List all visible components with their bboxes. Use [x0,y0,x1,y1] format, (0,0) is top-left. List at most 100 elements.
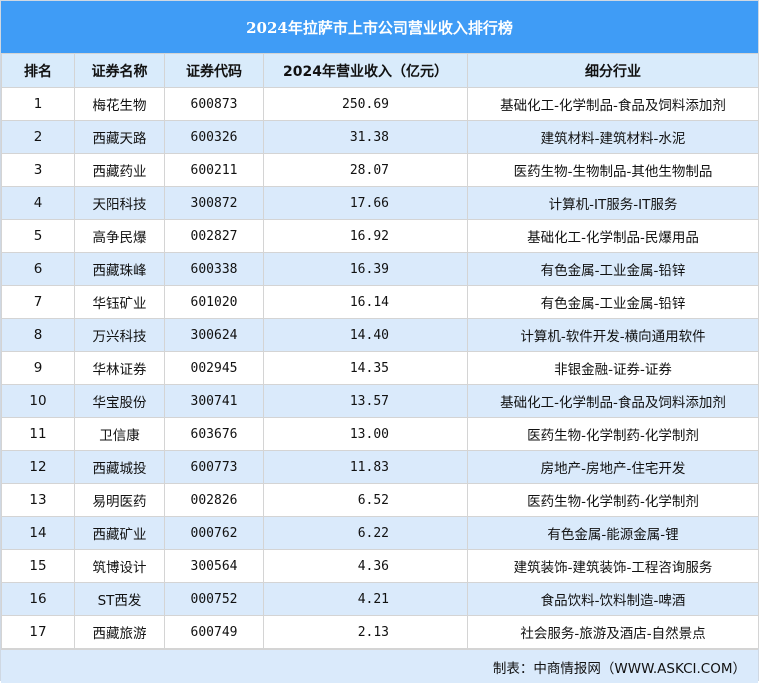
cell-name: 万兴科技 [74,318,165,352]
cell-name: 华宝股份 [74,384,165,418]
cell-rank: 1 [1,87,75,121]
cell-industry: 基础化工-化学制品-民爆用品 [467,219,759,253]
cell-revenue: 16.39 [263,252,468,286]
cell-rank: 9 [1,351,75,385]
cell-code: 000762 [164,516,264,550]
cell-rank: 5 [1,219,75,253]
header-code: 证券代码 [164,53,264,88]
cell-revenue: 13.00 [263,417,468,451]
cell-industry: 非银金融-证券-证券 [467,351,759,385]
cell-code: 002945 [164,351,264,385]
cell-industry: 计算机-IT服务-IT服务 [467,186,759,220]
cell-revenue: 11.83 [263,450,468,484]
cell-code: 002826 [164,483,264,517]
table-row: 2 西藏天路 600326 31.38 建筑材料-建筑材料-水泥 [1,120,759,154]
cell-rank: 11 [1,417,75,451]
cell-name: 卫信康 [74,417,165,451]
source-footer: 制表：中商情报网（WWW.ASKCI.COM） [1,649,758,683]
cell-rank: 10 [1,384,75,418]
cell-rank: 7 [1,285,75,319]
cell-rank: 14 [1,516,75,550]
table-row: 6 西藏珠峰 600338 16.39 有色金属-工业金属-铅锌 [1,252,759,286]
cell-code: 603676 [164,417,264,451]
cell-industry: 计算机-软件开发-横向通用软件 [467,318,759,352]
cell-revenue: 4.21 [263,582,468,616]
cell-rank: 2 [1,120,75,154]
header-industry: 细分行业 [467,53,759,88]
cell-industry: 房地产-房地产-住宅开发 [467,450,759,484]
table-row: 13 易明医药 002826 6.52 医药生物-化学制药-化学制剂 [1,483,759,517]
cell-code: 300872 [164,186,264,220]
cell-name: 西藏天路 [74,120,165,154]
cell-industry: 基础化工-化学制品-食品及饲料添加剂 [467,384,759,418]
cell-name: 高争民爆 [74,219,165,253]
cell-industry: 有色金属-能源金属-锂 [467,516,759,550]
cell-code: 600211 [164,153,264,187]
cell-code: 600749 [164,615,264,649]
cell-name: ST西发 [74,582,165,616]
cell-industry: 有色金属-工业金属-铅锌 [467,252,759,286]
cell-name: 西藏旅游 [74,615,165,649]
cell-code: 600873 [164,87,264,121]
cell-name: 梅花生物 [74,87,165,121]
cell-code: 601020 [164,285,264,319]
cell-industry: 医药生物-生物制品-其他生物制品 [467,153,759,187]
cell-name: 西藏药业 [74,153,165,187]
ranking-table: 排名 证券名称 证券代码 2024年营业收入（亿元） 细分行业 1 梅花生物 600… [1,53,759,649]
cell-revenue: 17.66 [263,186,468,220]
cell-name: 易明医药 [74,483,165,517]
table-row: 1 梅花生物 600873 250.69 基础化工-化学制品-食品及饲料添加剂 [1,87,759,121]
cell-code: 600773 [164,450,264,484]
cell-revenue: 4.36 [263,549,468,583]
cell-rank: 15 [1,549,75,583]
cell-name: 华钰矿业 [74,285,165,319]
cell-revenue: 2.13 [263,615,468,649]
cell-rank: 16 [1,582,75,616]
cell-code: 300741 [164,384,264,418]
cell-code: 002827 [164,219,264,253]
cell-name: 天阳科技 [74,186,165,220]
header-row: 排名 证券名称 证券代码 2024年营业收入（亿元） 细分行业 [1,53,759,88]
cell-industry: 医药生物-化学制药-化学制剂 [467,483,759,517]
cell-code: 600326 [164,120,264,154]
cell-industry: 建筑装饰-建筑装饰-工程咨询服务 [467,549,759,583]
cell-industry: 医药生物-化学制药-化学制剂 [467,417,759,451]
header-rank: 排名 [1,53,75,88]
cell-rank: 4 [1,186,75,220]
cell-name: 西藏城投 [74,450,165,484]
cell-industry: 社会服务-旅游及酒店-自然景点 [467,615,759,649]
cell-rank: 6 [1,252,75,286]
cell-revenue: 13.57 [263,384,468,418]
cell-revenue: 14.40 [263,318,468,352]
cell-code: 600338 [164,252,264,286]
cell-code: 300624 [164,318,264,352]
cell-industry: 食品饮料-饮料制造-啤酒 [467,582,759,616]
table-row: 7 华钰矿业 601020 16.14 有色金属-工业金属-铅锌 [1,285,759,319]
table-row: 5 高争民爆 002827 16.92 基础化工-化学制品-民爆用品 [1,219,759,253]
cell-rank: 3 [1,153,75,187]
table-row: 11 卫信康 603676 13.00 医药生物-化学制药-化学制剂 [1,417,759,451]
cell-revenue: 28.07 [263,153,468,187]
table-title: 2024年拉萨市上市公司营业收入排行榜 [1,1,758,53]
cell-revenue: 16.92 [263,219,468,253]
cell-revenue: 250.69 [263,87,468,121]
table-row: 3 西藏药业 600211 28.07 医药生物-生物制品-其他生物制品 [1,153,759,187]
cell-name: 华林证券 [74,351,165,385]
cell-name: 西藏矿业 [74,516,165,550]
cell-revenue: 6.22 [263,516,468,550]
table-row: 14 西藏矿业 000762 6.22 有色金属-能源金属-锂 [1,516,759,550]
cell-rank: 8 [1,318,75,352]
cell-industry: 基础化工-化学制品-食品及饲料添加剂 [467,87,759,121]
table-row: 10 华宝股份 300741 13.57 基础化工-化学制品-食品及饲料添加剂 [1,384,759,418]
table-row: 8 万兴科技 300624 14.40 计算机-软件开发-横向通用软件 [1,318,759,352]
cell-industry: 建筑材料-建筑材料-水泥 [467,120,759,154]
cell-name: 西藏珠峰 [74,252,165,286]
table-row: 4 天阳科技 300872 17.66 计算机-IT服务-IT服务 [1,186,759,220]
cell-rank: 12 [1,450,75,484]
cell-rank: 17 [1,615,75,649]
table-row: 15 筑博设计 300564 4.36 建筑装饰-建筑装饰-工程咨询服务 [1,549,759,583]
cell-revenue: 6.52 [263,483,468,517]
cell-revenue: 16.14 [263,285,468,319]
cell-industry: 有色金属-工业金属-铅锌 [467,285,759,319]
